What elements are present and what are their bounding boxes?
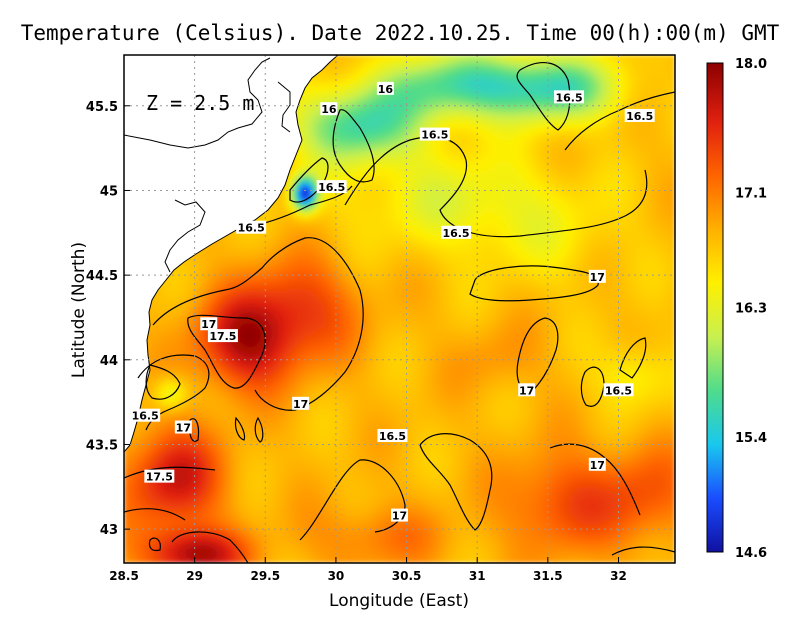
- coast-detail: [277, 81, 291, 133]
- contour-label: 16: [321, 103, 337, 116]
- contour-label-bg: [376, 81, 394, 95]
- contour-label: 17.5: [146, 471, 173, 484]
- colorbar-tick-label: 18.0: [735, 57, 767, 72]
- contour-label-bg: [554, 90, 585, 104]
- y-tick-label: 45: [100, 184, 118, 199]
- contour-label: 17: [590, 271, 605, 284]
- x-tick-label: 31: [469, 569, 486, 583]
- contour-label: 17.5: [209, 330, 236, 343]
- contour-label-bg: [588, 269, 606, 283]
- contour-label: 17: [519, 384, 534, 397]
- plot-frame: [123, 54, 676, 564]
- contour-label-bg: [419, 127, 450, 141]
- contour-label: 17: [392, 510, 407, 523]
- contour-label-bg: [377, 429, 408, 442]
- plot-area: Z = 2.5 m 16 16 16.5 16.5 16.5 16.5 16.5 16.5 17…: [124, 55, 675, 563]
- colorbar: 18.0 17.1 16.3 15.4 14.6: [706, 57, 767, 561]
- contour-label-bg: [588, 457, 606, 471]
- contour-label-bg: [391, 508, 408, 522]
- y-tick-label: 44: [100, 354, 118, 369]
- depth-annotation: Z = 2.5 m: [146, 91, 254, 115]
- contour-label-bg: [518, 383, 536, 397]
- y-tick-label: 43.5: [86, 438, 118, 453]
- y-tick-label: 43: [100, 523, 118, 538]
- contour-label: 17: [293, 398, 308, 411]
- contour-label: 16.5: [318, 181, 345, 194]
- contour-label-bg: [174, 420, 192, 434]
- contour-label-bg: [320, 102, 338, 116]
- contour-label: 16.5: [132, 410, 159, 423]
- y-axis-label: Latitude (North): [69, 242, 89, 378]
- x-axis-label: Longitude (East): [329, 591, 469, 611]
- y-tick-label: 45.5: [86, 100, 118, 115]
- coast-detail: [164, 199, 206, 273]
- contour-label: 16.5: [379, 430, 406, 443]
- contour-label: 17: [176, 422, 191, 435]
- colorbar-gradient: [706, 62, 724, 553]
- contour-label-bg: [207, 329, 238, 343]
- colorbar-ticks: 18.0 17.1 16.3 15.4 14.6: [735, 57, 767, 561]
- contour-label-bg: [624, 108, 655, 122]
- contour-label-bg: [200, 317, 218, 331]
- colorbar-tick-label: 15.4: [735, 431, 767, 446]
- contour-label-bg: [144, 469, 175, 483]
- x-axis-ticks: 28.5 29 29.5 30 30.5 31 31.5 32: [109, 557, 627, 583]
- coast-detail: [124, 57, 271, 149]
- x-tick-label: 29: [186, 569, 203, 583]
- contour-label-bg: [236, 220, 267, 234]
- contour-label: 16.5: [555, 91, 582, 104]
- contour-label: 16.5: [238, 222, 265, 235]
- contour-label-bg: [292, 396, 310, 410]
- colorbar-tick-label: 16.3: [735, 302, 767, 317]
- x-tick-label: 29.5: [250, 569, 280, 583]
- contour-label: 16.5: [442, 227, 469, 240]
- contour-label: 16: [378, 83, 394, 96]
- y-tick-label: 44.5: [86, 269, 118, 284]
- contour-label-bg: [316, 180, 347, 194]
- x-tick-label: 30.5: [392, 569, 422, 583]
- y-axis-ticks: 43 43.5 44 44.5 45 45.5: [86, 100, 130, 538]
- chart-title: Temperature (Celsius). Date 2022.10.25. …: [21, 21, 780, 45]
- colorbar-tick-label: 17.1: [735, 186, 767, 201]
- x-tick-label: 31.5: [533, 569, 563, 583]
- contour-label: 17: [201, 318, 216, 331]
- x-tick-label: 32: [610, 569, 627, 583]
- colorbar-tick-label: 14.6: [735, 546, 767, 561]
- contour-label-bg: [603, 383, 634, 397]
- contour-label: 16.5: [626, 110, 653, 123]
- x-tick-label: 30: [328, 569, 345, 583]
- grid-lines: [124, 55, 675, 563]
- contour-label-bg: [130, 408, 161, 422]
- x-tick-label: 28.5: [109, 569, 139, 583]
- contour-label-bg: [441, 225, 472, 239]
- contour-label: 17: [590, 459, 605, 472]
- contour-label: 16.5: [421, 129, 448, 142]
- contour-label: 16.5: [605, 384, 632, 397]
